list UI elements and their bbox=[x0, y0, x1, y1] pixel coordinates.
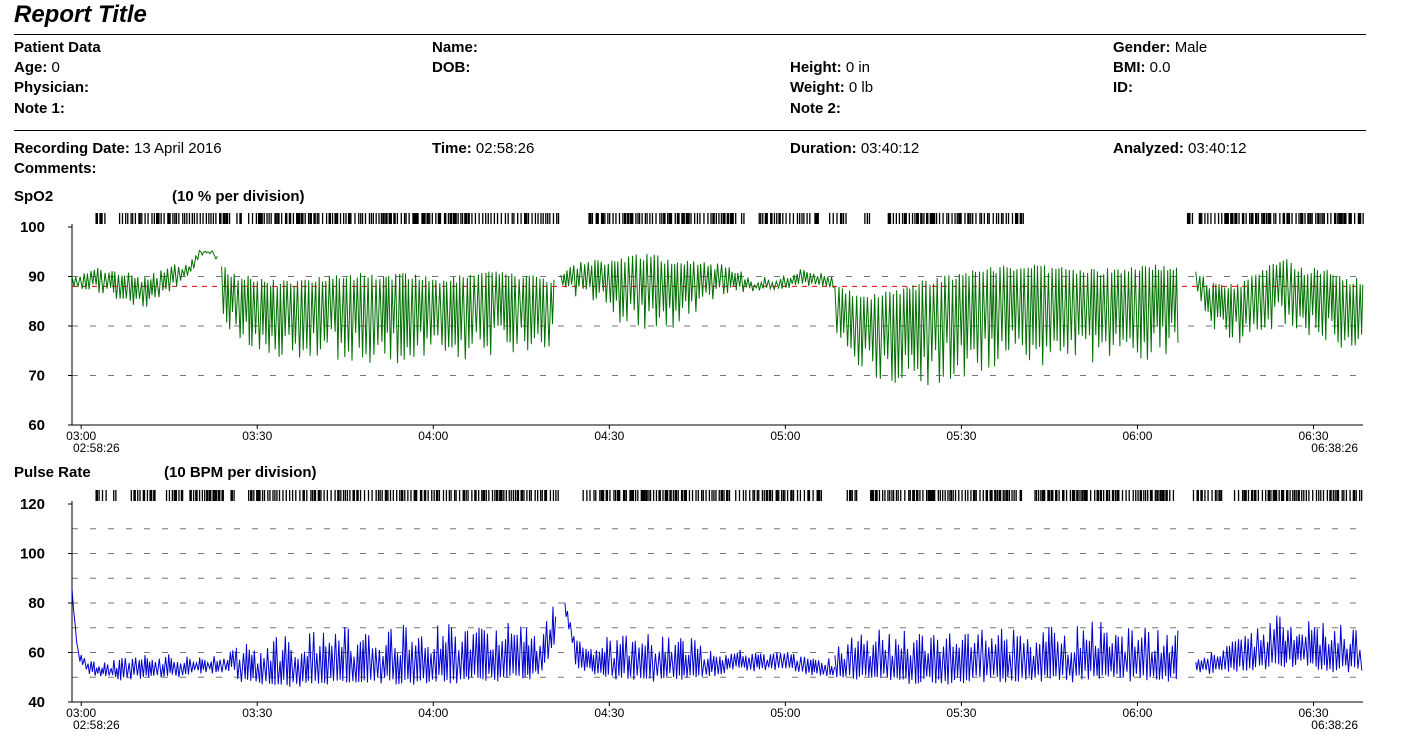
pulse-x-tick-label: 06:30 bbox=[1298, 706, 1328, 720]
spo2-line-segment bbox=[560, 253, 834, 329]
name-field: Name: bbox=[432, 39, 478, 56]
spo2-x-tick-label: 04:30 bbox=[594, 429, 624, 443]
analyzed-field: Analyzed: 03:40:12 bbox=[1113, 140, 1247, 157]
spo2-x-tick-label: 05:30 bbox=[946, 429, 976, 443]
report-title: Report Title bbox=[14, 1, 147, 28]
spo2-y-tick-label: 100 bbox=[20, 219, 45, 236]
physician-field: Physician: bbox=[14, 79, 90, 96]
pulse-x-tick-label: 04:00 bbox=[418, 706, 448, 720]
pulse-y-tick-label: 120 bbox=[20, 496, 45, 513]
spo2-x-tick-label: 06:30 bbox=[1298, 429, 1328, 443]
note1-field: Note 1: bbox=[14, 100, 65, 117]
pulse-x-tick-label: 03:30 bbox=[242, 706, 272, 720]
spo2-x-start-label: 02:58:26 bbox=[73, 441, 120, 455]
pulse-y-tick-label: 80 bbox=[28, 595, 45, 612]
spo2-x-end-label: 06:38:26 bbox=[1311, 441, 1358, 455]
duration-field: Duration: 03:40:12 bbox=[790, 140, 920, 157]
weight-field: Weight: 0 lb bbox=[790, 79, 874, 96]
pulse-x-tick-label: 05:00 bbox=[770, 706, 800, 720]
pulse-line-segment bbox=[834, 621, 1179, 685]
spo2-event-markers bbox=[95, 213, 1364, 224]
dob-field: DOB: bbox=[432, 59, 471, 76]
spo2-line-segment bbox=[221, 266, 555, 364]
spo2-y-tick-label: 60 bbox=[28, 417, 45, 434]
spo2-x-tick-label: 06:00 bbox=[1122, 429, 1152, 443]
spo2-line-segment bbox=[834, 264, 1179, 386]
gender-field: Gender: Male bbox=[1113, 39, 1208, 56]
pulse-y-tick-label: 40 bbox=[28, 694, 45, 711]
bmi-field: BMI: 0.0 bbox=[1113, 59, 1171, 76]
spo2-series bbox=[71, 249, 1364, 386]
pulse-x-tick-label: 06:00 bbox=[1122, 706, 1152, 720]
pulse-line-segment bbox=[1195, 615, 1363, 674]
pulse-line-segment bbox=[71, 588, 237, 681]
pulse-y-tick-label: 60 bbox=[28, 645, 45, 662]
spo2-x-tick-label: 03:00 bbox=[66, 429, 96, 443]
spo2-x-tick-label: 03:30 bbox=[242, 429, 272, 443]
spo2-line-segment bbox=[1195, 259, 1364, 348]
pulse-line-segment bbox=[235, 606, 557, 687]
spo2-chart-title: SpO2 bbox=[14, 188, 54, 205]
spo2-y-tick-label: 70 bbox=[28, 368, 45, 385]
pulse-division-label: (10 BPM per division) bbox=[164, 464, 317, 481]
pulse-rate-chart: 120 100 80 60 40 03:00 03:30 04:00 04:30 05:00 05:… bbox=[20, 490, 1363, 732]
spo2-chart: 100 90 80 70 60 03:00 03:30 04:00 04:30 05:00 05:3… bbox=[20, 213, 1364, 455]
spo2-x-tick-label: 04:00 bbox=[418, 429, 448, 443]
age-field: Age: 0 bbox=[14, 59, 60, 76]
pulse-chart-title: Pulse Rate bbox=[14, 464, 91, 481]
spo2-division-label: (10 % per division) bbox=[172, 188, 305, 205]
id-field: ID: bbox=[1113, 79, 1133, 96]
note2-field: Note 2: bbox=[790, 100, 841, 117]
pulse-line-segment bbox=[564, 602, 836, 682]
time-field: Time: 02:58:26 bbox=[432, 140, 535, 157]
header-divider-bottom bbox=[14, 130, 1366, 131]
height-field: Height: 0 in bbox=[790, 59, 871, 76]
spo2-y-tick-label: 80 bbox=[28, 318, 45, 335]
pulse-event-markers bbox=[95, 490, 1363, 501]
pulse-x-end-label: 06:38:26 bbox=[1311, 718, 1358, 732]
pulse-x-start-label: 02:58:26 bbox=[73, 718, 120, 732]
spo2-y-tick-label: 90 bbox=[28, 269, 45, 286]
pulse-series bbox=[71, 588, 1363, 687]
pulse-x-tick-label: 04:30 bbox=[594, 706, 624, 720]
pulse-y-tick-label: 100 bbox=[20, 546, 45, 563]
spo2-line-segment bbox=[71, 249, 218, 307]
pulse-x-tick-label: 03:00 bbox=[66, 706, 96, 720]
header-divider-top bbox=[14, 34, 1366, 35]
recording-date-field: Recording Date: 13 April 2016 bbox=[14, 140, 222, 157]
spo2-x-tick-label: 05:00 bbox=[770, 429, 800, 443]
pulse-x-tick-label: 05:30 bbox=[946, 706, 976, 720]
patient-data-heading: Patient Data bbox=[14, 39, 101, 56]
comments-field: Comments: bbox=[14, 160, 97, 177]
